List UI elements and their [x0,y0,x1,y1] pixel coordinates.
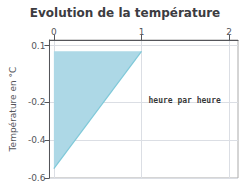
svg-text:0.1: 0.1 [31,41,45,51]
svg-text:2: 2 [226,27,232,37]
svg-text:heure par heure: heure par heure [149,96,221,105]
svg-text:1: 1 [139,27,145,37]
svg-text:Evolution de la température: Evolution de la température [30,6,221,20]
svg-text:-0.4: -0.4 [28,135,46,145]
svg-text:-0.2: -0.2 [28,97,46,107]
svg-text:Température en °C: Température en °C [8,67,18,153]
svg-text:-0.6: -0.6 [28,173,46,183]
svg-text:0: 0 [51,27,57,37]
